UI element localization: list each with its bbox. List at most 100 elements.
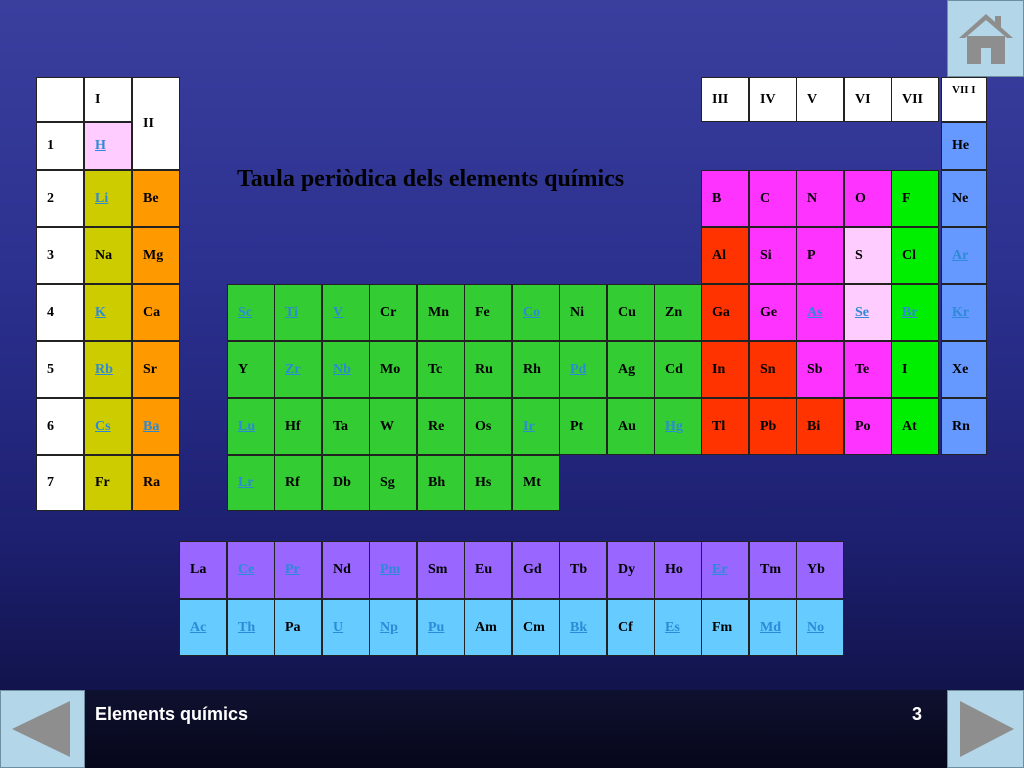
actinide-Es[interactable]: Es (654, 599, 702, 656)
element-Pb: Pb (749, 398, 797, 455)
element-Y: Y (227, 341, 275, 398)
group-header-2: V (796, 77, 844, 122)
element-Ag: Ag (607, 341, 655, 398)
home-button[interactable] (947, 0, 1024, 77)
period-label-6: 6 (36, 398, 84, 455)
period-label-5: 5 (36, 341, 84, 398)
group-header-5: VII I (941, 77, 987, 122)
element-C: C (749, 170, 797, 227)
element-Lr[interactable]: Lr (227, 455, 275, 511)
element-Si: Si (749, 227, 797, 284)
period-label-4: 4 (36, 284, 84, 341)
lanthanide-Eu: Eu (464, 541, 512, 599)
element-Cd: Cd (654, 341, 702, 398)
lanthanide-Er[interactable]: Er (701, 541, 749, 599)
element-Cl: Cl (891, 227, 939, 284)
lanthanide-Pm[interactable]: Pm (369, 541, 417, 599)
element-O: O (844, 170, 892, 227)
footer-label: Elements químics (95, 704, 249, 724)
element-Xe: Xe (941, 341, 987, 398)
element-Na: Na (84, 227, 132, 284)
element-Al: Al (701, 227, 749, 284)
group-header-I: I (84, 77, 132, 122)
element-I: I (891, 341, 939, 398)
element-V[interactable]: V (322, 284, 370, 341)
element-Hg[interactable]: Hg (654, 398, 702, 455)
lanthanide-Pr[interactable]: Pr (274, 541, 322, 599)
actinide-Cm: Cm (512, 599, 560, 656)
element-Sn: Sn (749, 341, 797, 398)
actinide-Bk[interactable]: Bk (559, 599, 607, 656)
element-Se[interactable]: Se (844, 284, 892, 341)
lanthanide-Gd: Gd (512, 541, 560, 599)
actinide-Np[interactable]: Np (369, 599, 417, 656)
element-Zr[interactable]: Zr (274, 341, 322, 398)
footer-bar (85, 690, 947, 768)
actinide-Cf: Cf (607, 599, 655, 656)
element-Ti[interactable]: Ti (274, 284, 322, 341)
element-Sc[interactable]: Sc (227, 284, 275, 341)
element-He: He (941, 122, 987, 170)
element-Ba[interactable]: Ba (132, 398, 180, 455)
actinide-Fm: Fm (701, 599, 749, 656)
element-Lu[interactable]: Lu (227, 398, 275, 455)
element-Tl: Tl (701, 398, 749, 455)
element-Br[interactable]: Br (891, 284, 939, 341)
element-Mt: Mt (512, 455, 560, 511)
page-title: Taula periòdica dels elements químics (237, 166, 625, 192)
element-Ra: Ra (132, 455, 180, 511)
element-At: At (891, 398, 939, 455)
element-Rb[interactable]: Rb (84, 341, 132, 398)
header-corner (36, 77, 84, 122)
element-Be: Be (132, 170, 180, 227)
element-Po: Po (844, 398, 892, 455)
element-Re: Re (417, 398, 465, 455)
element-Ar[interactable]: Ar (941, 227, 987, 284)
element-W: W (369, 398, 417, 455)
group-header-1: IV (749, 77, 797, 122)
element-Ga: Ga (701, 284, 749, 341)
group-header-4: VII (891, 77, 939, 122)
arrow-left-icon (11, 701, 70, 757)
element-Rn: Rn (941, 398, 987, 455)
element-Au: Au (607, 398, 655, 455)
element-Bh: Bh (417, 455, 465, 511)
element-Tc: Tc (417, 341, 465, 398)
element-Hs: Hs (464, 455, 512, 511)
group-header-II: II (132, 77, 180, 170)
element-Sb: Sb (796, 341, 844, 398)
element-Pt: Pt (559, 398, 607, 455)
lanthanide-Tb: Tb (559, 541, 607, 599)
actinide-Pu[interactable]: Pu (417, 599, 465, 656)
element-Nb[interactable]: Nb (322, 341, 370, 398)
element-Hf: Hf (274, 398, 322, 455)
actinide-Ac[interactable]: Ac (179, 599, 227, 656)
element-Cu: Cu (607, 284, 655, 341)
actinide-Md[interactable]: Md (749, 599, 797, 656)
element-Kr[interactable]: Kr (941, 284, 987, 341)
actinide-U[interactable]: U (322, 599, 370, 656)
element-Cs[interactable]: Cs (84, 398, 132, 455)
previous-button[interactable] (0, 690, 85, 768)
element-Co[interactable]: Co (512, 284, 560, 341)
lanthanide-Ho: Ho (654, 541, 702, 599)
arrow-right-icon (959, 701, 1014, 757)
lanthanide-La: La (179, 541, 227, 599)
element-Ne: Ne (941, 170, 987, 227)
actinide-Th[interactable]: Th (227, 599, 275, 656)
element-Mn: Mn (417, 284, 465, 341)
element-H[interactable]: H (84, 122, 132, 170)
element-As[interactable]: As (796, 284, 844, 341)
element-Pd[interactable]: Pd (559, 341, 607, 398)
element-Li[interactable]: Li (84, 170, 132, 227)
element-Bi: Bi (796, 398, 844, 455)
element-Ir[interactable]: Ir (512, 398, 560, 455)
actinide-No[interactable]: No (796, 599, 844, 656)
element-K[interactable]: K (84, 284, 132, 341)
page-number: 3 (912, 704, 923, 724)
lanthanide-Ce[interactable]: Ce (227, 541, 275, 599)
element-Sr: Sr (132, 341, 180, 398)
element-Mg: Mg (132, 227, 180, 284)
next-button[interactable] (947, 690, 1024, 768)
